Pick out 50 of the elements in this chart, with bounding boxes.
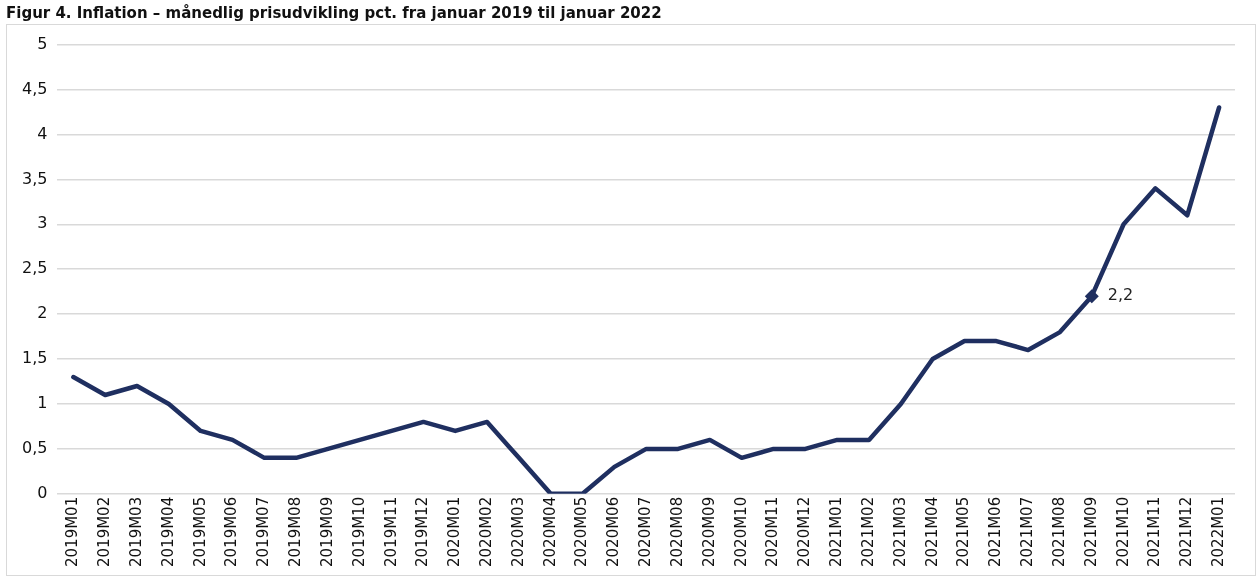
x-tick-label: 2020M09 [699, 496, 718, 567]
x-tick-label: 2020M06 [604, 496, 623, 567]
x-tick-label: 2021M08 [1049, 496, 1068, 567]
x-tick-label: 2020M01 [445, 496, 464, 567]
x-tick-label: 2020M10 [731, 496, 750, 567]
x-tick-label: 2020M08 [667, 496, 686, 567]
x-tick-label: 2019M12 [413, 496, 432, 567]
x-tick-label: 2019M02 [95, 496, 114, 567]
x-tick-label: 2020M03 [508, 496, 527, 567]
x-tick-label: 2021M05 [954, 496, 973, 567]
y-tick-label: 4,5 [21, 78, 48, 98]
y-tick-label: 3,5 [21, 168, 48, 188]
x-tick-label: 2021M03 [890, 496, 909, 567]
x-tick-label: 2022M01 [1208, 496, 1227, 567]
y-tick-label: 3 [37, 213, 48, 233]
x-tick-label: 2021M09 [1081, 496, 1100, 567]
x-tick-label: 2019M05 [190, 496, 209, 567]
y-tick-label: 2,5 [21, 258, 48, 278]
x-tick-label: 2021M07 [1018, 496, 1037, 567]
x-tick-label: 2019M03 [126, 496, 145, 567]
annotation: 2,2 [1107, 285, 1134, 305]
x-tick-label: 2019M04 [158, 496, 177, 567]
y-tick-label: 0 [37, 482, 48, 502]
x-tick-label: 2020M02 [476, 496, 495, 567]
x-tick-label: 2019M06 [222, 496, 241, 567]
y-tick-label: 1,5 [21, 348, 48, 368]
x-tick-label: 2019M09 [317, 496, 336, 567]
x-tick-label: 2020M05 [572, 496, 591, 567]
x-tick-label: 2019M07 [254, 496, 273, 567]
x-tick-label: 2021M11 [1145, 496, 1164, 567]
x-tick-label: 2020M11 [763, 496, 782, 567]
x-tick-label: 2019M01 [63, 496, 82, 567]
x-tick-label: 2021M12 [1177, 496, 1196, 567]
x-tick-label: 2021M10 [1113, 496, 1132, 567]
x-tick-label: 2020M12 [795, 496, 814, 567]
x-tick-label: 2021M04 [922, 496, 941, 567]
chart-title: Figur 4. Inflation – månedlig prisudvikling pct. fra januar 2019 til januar 2022 [5, 3, 663, 24]
y-tick-label: 4 [37, 123, 48, 143]
x-tick-label: 2019M11 [381, 496, 400, 567]
x-tick-label: 2021M02 [858, 496, 877, 567]
y-tick-label: 0,5 [21, 438, 48, 458]
x-tick-label: 2020M04 [540, 496, 559, 567]
x-tick-label: 2021M06 [986, 496, 1005, 567]
x-tick-label: 2019M10 [349, 496, 368, 567]
x-tick-label: 2021M01 [827, 496, 846, 567]
y-tick-label: 2 [37, 303, 48, 323]
x-tick-label: 2020M07 [636, 496, 655, 567]
y-tick-label: 5 [37, 33, 48, 53]
x-tick-label: 2019M08 [286, 496, 305, 567]
y-tick-label: 1 [37, 393, 48, 413]
